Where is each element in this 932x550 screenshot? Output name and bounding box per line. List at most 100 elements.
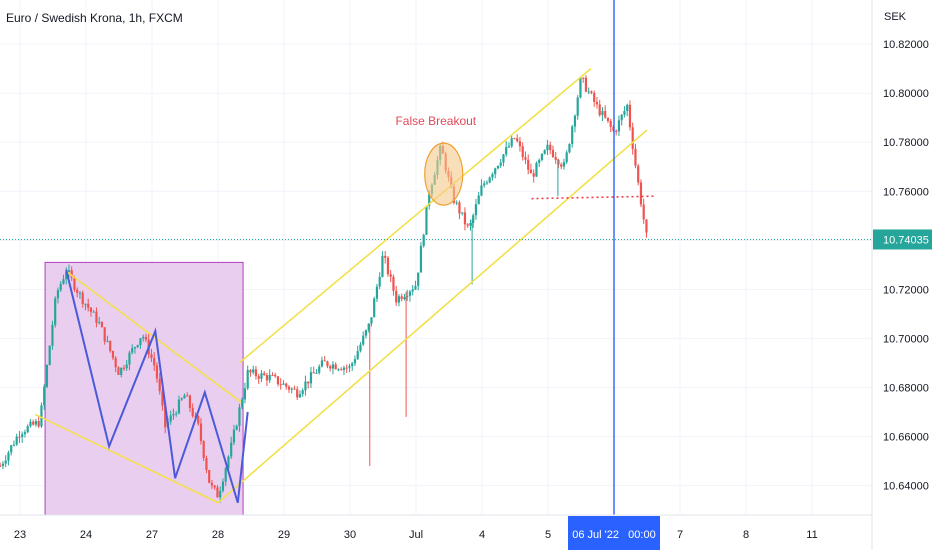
candle-body <box>54 298 57 325</box>
time-axis: 23 24 27 28 29 30 Jul 4 5 7 8 11 06 Jul '22 00:00 <box>0 514 872 550</box>
candle-body <box>307 381 310 384</box>
candle-body <box>271 374 274 376</box>
x-tick-label: 30 <box>344 529 356 541</box>
candle-body <box>15 436 18 445</box>
candle-body <box>23 432 27 435</box>
candle-body <box>48 345 51 366</box>
candle-body <box>606 117 610 121</box>
wedge-upper-line[interactable] <box>67 271 242 403</box>
candle-body <box>529 169 533 174</box>
pattern-zigzag[interactable] <box>65 269 249 504</box>
candle-body <box>199 423 203 442</box>
candle-body <box>144 336 148 340</box>
candle-body <box>188 395 192 408</box>
candle-body <box>626 104 629 112</box>
candle-body <box>76 289 79 293</box>
candle-body <box>381 255 384 277</box>
candle-body <box>628 104 632 128</box>
candle-body <box>510 138 513 147</box>
candle-body <box>546 144 549 151</box>
candle-body <box>238 407 241 426</box>
candle-body <box>595 101 599 105</box>
y-tick-label: 10.82000 <box>883 39 929 51</box>
x-tick-label: 23 <box>14 529 26 541</box>
y-tick-label: 10.64000 <box>883 481 929 493</box>
candle-body <box>208 470 211 483</box>
candle-body <box>301 390 304 395</box>
candle-body <box>568 143 571 153</box>
candle-body <box>623 111 626 115</box>
candle-body <box>191 407 194 417</box>
candle-body <box>425 205 428 235</box>
candle-body <box>562 162 566 167</box>
last-price-badge <box>873 229 932 250</box>
candle-body <box>502 154 505 163</box>
candle-body <box>139 338 142 346</box>
candle-body <box>331 364 335 369</box>
candle-body <box>117 367 120 375</box>
candle-body <box>100 322 104 328</box>
candle-body <box>219 490 222 498</box>
candle-body <box>554 156 557 160</box>
candle-body <box>590 91 593 93</box>
candle-body <box>375 286 379 299</box>
y-tick-label: 10.78000 <box>883 137 929 149</box>
candle-body <box>103 327 106 342</box>
candle-body <box>274 375 277 377</box>
candle-body <box>345 367 348 369</box>
candle-body <box>70 270 73 278</box>
candle-body <box>320 360 324 367</box>
candle-body <box>527 159 530 170</box>
candle-body <box>164 405 167 428</box>
support-dotted-line[interactable] <box>531 195 655 200</box>
currency-label: SEK <box>884 11 907 23</box>
candle-body <box>370 317 373 324</box>
candle-body <box>205 458 208 471</box>
candle-body <box>356 351 359 360</box>
candle-body <box>221 481 225 491</box>
candle-body <box>227 456 230 469</box>
false-breakout-circle[interactable] <box>424 142 464 206</box>
candle-body <box>312 372 315 374</box>
candle-body <box>571 126 574 144</box>
channel-upper-line[interactable] <box>238 68 592 364</box>
candle-body <box>59 283 62 291</box>
candle-body <box>549 144 552 151</box>
drawings[interactable]: False Breakout <box>0 0 872 515</box>
candle-body <box>535 162 538 177</box>
candle-body <box>4 460 7 464</box>
channel-lower-line[interactable] <box>217 129 648 504</box>
candle-body <box>337 369 340 371</box>
candle-body <box>175 413 178 415</box>
candle-body <box>235 425 238 430</box>
candle-body <box>505 147 508 155</box>
candle-body <box>232 429 236 443</box>
candle-body <box>499 162 502 166</box>
candle-body <box>496 165 500 169</box>
candle-body <box>477 195 480 205</box>
candle-body <box>136 345 139 348</box>
candle-body <box>521 146 524 158</box>
candle-body <box>18 436 21 438</box>
candle-body <box>469 223 472 226</box>
y-tick-label: 10.76000 <box>883 186 929 198</box>
candle-body <box>293 388 296 390</box>
candle-body <box>224 468 227 482</box>
falling-wedge-box[interactable] <box>44 261 244 516</box>
candle-body <box>513 138 516 140</box>
x-tick-label: 28 <box>212 529 224 541</box>
candle-body <box>474 204 478 216</box>
candle-body <box>351 363 354 367</box>
candle-body <box>260 373 263 379</box>
wedge-lower-line[interactable] <box>34 413 219 504</box>
candle-body <box>609 120 612 127</box>
candle-body <box>342 367 346 371</box>
candle-body <box>73 277 76 290</box>
candle-body <box>114 357 117 368</box>
candle-body <box>158 378 161 392</box>
candle-body <box>604 111 607 118</box>
candle-body <box>155 365 159 379</box>
candle-body <box>265 375 269 381</box>
candle-body <box>524 157 527 160</box>
